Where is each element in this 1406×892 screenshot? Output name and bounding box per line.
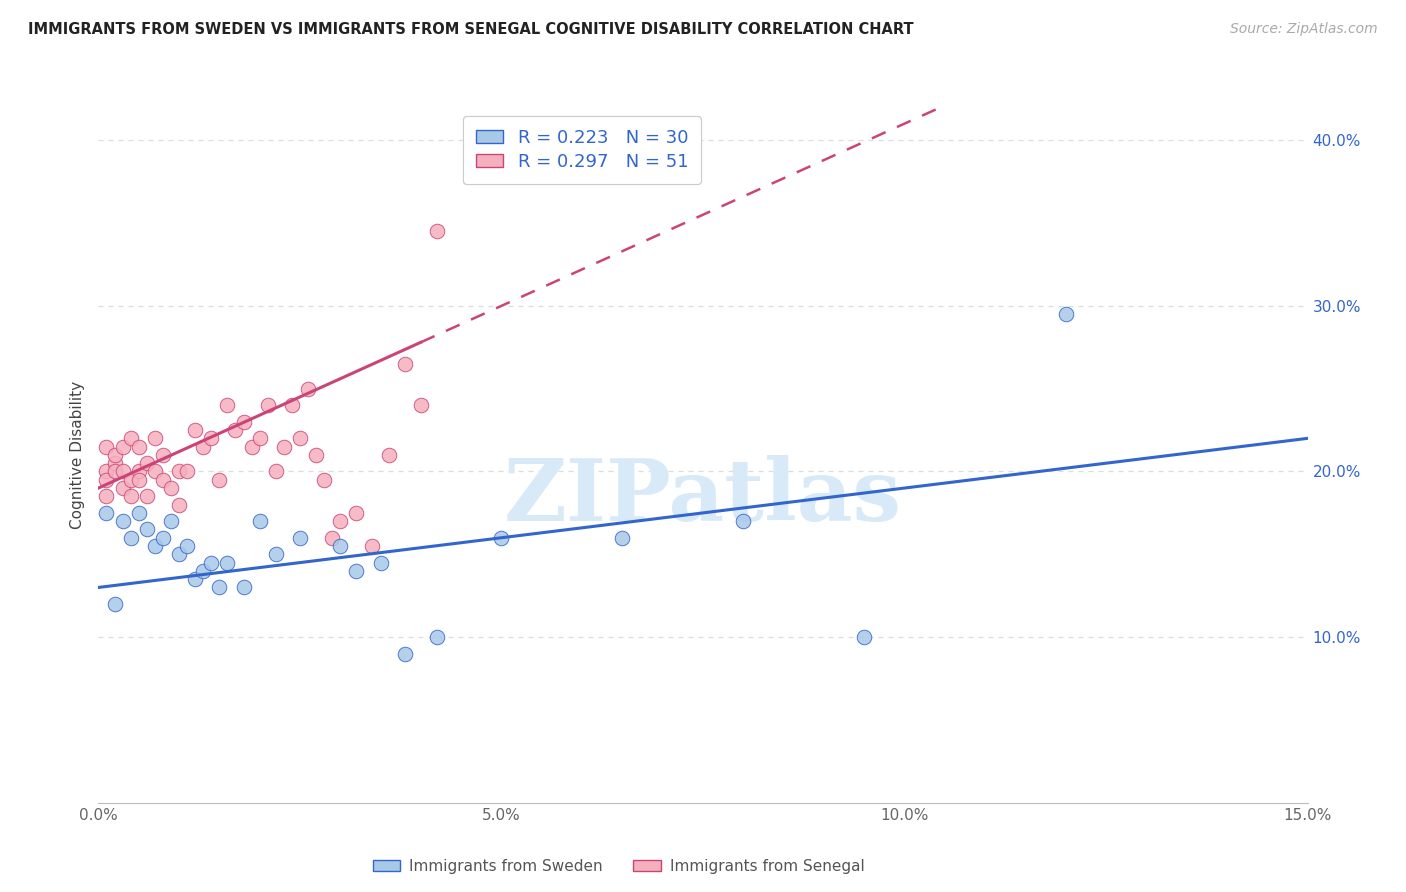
Point (249, 514, 271, 528)
Point (120, 489, 142, 503)
Point (120, 473, 142, 487)
Point (224, 423, 246, 437)
Point (217, 398, 239, 412)
Point (200, 431, 222, 445)
Point (176, 539, 198, 553)
Point (111, 465, 134, 479)
Point (394, 647, 416, 661)
Point (193, 440, 215, 454)
Point (111, 481, 134, 495)
Point (143, 465, 166, 479)
Point (167, 547, 190, 561)
Point (96, 440, 118, 454)
Point (128, 473, 150, 487)
Point (232, 581, 254, 595)
Point (321, 531, 343, 545)
Point (128, 440, 150, 454)
Point (96, 473, 118, 487)
Point (135, 456, 157, 470)
Point (167, 498, 190, 512)
Point (96, 465, 118, 479)
Point (128, 506, 150, 520)
Legend: Immigrants from Sweden, Immigrants from Senegal: Immigrants from Sweden, Immigrants from … (367, 853, 870, 880)
Point (200, 556, 222, 570)
Point (329, 539, 352, 553)
Point (409, 398, 432, 412)
Point (232, 415, 254, 429)
Point (361, 539, 384, 553)
Point (143, 539, 166, 553)
Point (135, 489, 157, 503)
Point (152, 448, 174, 462)
Point (160, 481, 183, 495)
Point (103, 448, 125, 462)
Point (143, 431, 166, 445)
Point (426, 630, 449, 644)
Point (491, 531, 513, 545)
Point (208, 473, 231, 487)
Point (193, 564, 215, 578)
Text: IMMIGRANTS FROM SWEDEN VS IMMIGRANTS FROM SENEGAL COGNITIVE DISABILITY CORRELATI: IMMIGRANTS FROM SWEDEN VS IMMIGRANTS FRO… (28, 22, 914, 37)
Point (184, 572, 207, 586)
Point (394, 357, 416, 371)
Point (96, 489, 118, 503)
Point (103, 456, 125, 470)
Point (103, 465, 125, 479)
Point (152, 531, 174, 545)
Point (217, 556, 239, 570)
Point (120, 531, 142, 545)
Point (135, 523, 157, 537)
Point (733, 514, 755, 528)
Point (344, 506, 367, 520)
Point (103, 597, 125, 611)
Point (329, 514, 352, 528)
Point (288, 531, 311, 545)
Point (111, 514, 134, 528)
Point (377, 448, 399, 462)
Point (167, 465, 190, 479)
Point (264, 547, 287, 561)
Point (297, 382, 319, 396)
Point (1054, 307, 1077, 321)
Point (160, 514, 183, 528)
Point (305, 448, 328, 462)
Point (176, 465, 198, 479)
Text: ZIPatlas: ZIPatlas (503, 455, 903, 539)
Point (288, 431, 311, 445)
Point (264, 465, 287, 479)
Point (208, 581, 231, 595)
Point (273, 440, 295, 454)
Point (426, 224, 449, 238)
Point (120, 431, 142, 445)
Point (344, 564, 367, 578)
Point (184, 423, 207, 437)
Point (111, 440, 134, 454)
Point (853, 630, 876, 644)
Text: Source: ZipAtlas.com: Source: ZipAtlas.com (1230, 22, 1378, 37)
Point (96, 506, 118, 520)
Y-axis label: Cognitive Disability: Cognitive Disability (69, 381, 84, 529)
Legend: R = 0.223   N = 30, R = 0.297   N = 51: R = 0.223 N = 30, R = 0.297 N = 51 (464, 116, 700, 184)
Point (281, 398, 304, 412)
Point (152, 473, 174, 487)
Point (256, 398, 278, 412)
Point (314, 473, 336, 487)
Point (249, 431, 271, 445)
Point (612, 531, 634, 545)
Point (240, 440, 263, 454)
Point (370, 556, 392, 570)
Point (128, 465, 150, 479)
